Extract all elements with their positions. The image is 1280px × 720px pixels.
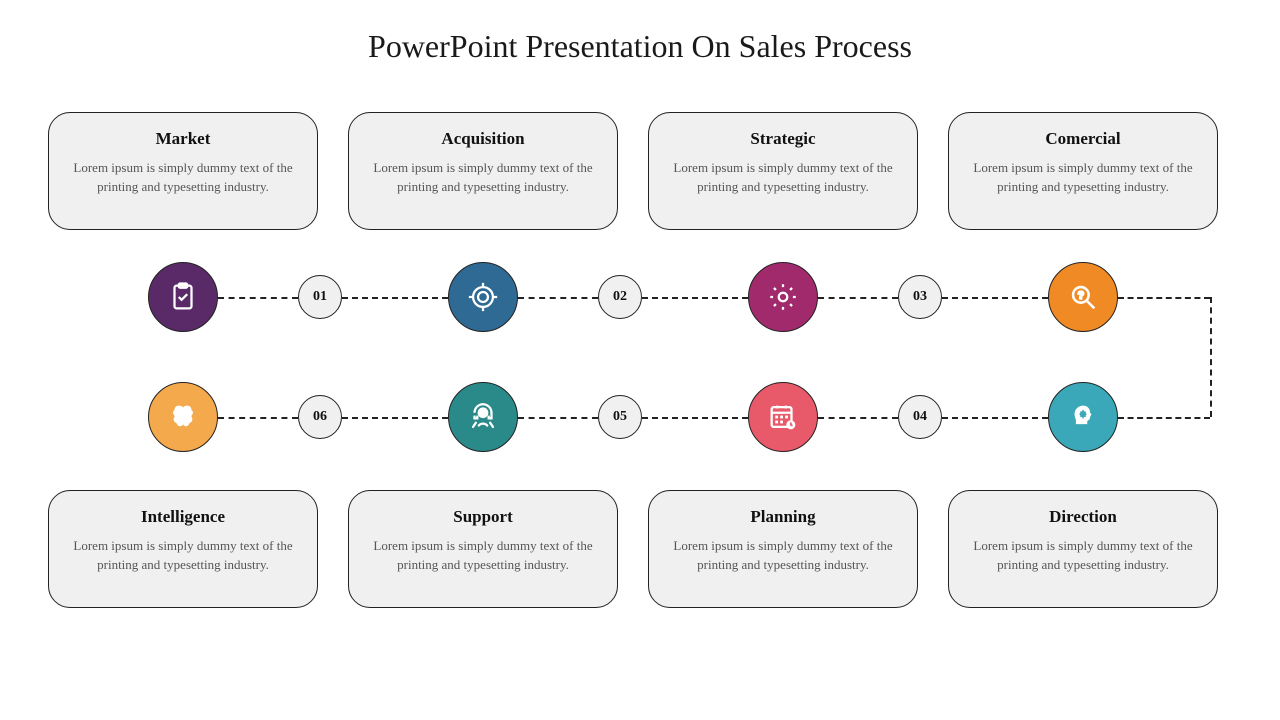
- gear-icon: [748, 262, 818, 332]
- connector: [942, 417, 1048, 419]
- card-title: Direction: [973, 507, 1193, 527]
- card-planning: Planning Lorem ipsum is simply dummy tex…: [648, 490, 918, 608]
- card-comercial: Comercial Lorem ipsum is simply dummy te…: [948, 112, 1218, 230]
- connector: [642, 417, 748, 419]
- clipboard-icon: [148, 262, 218, 332]
- card-desc: Lorem ipsum is simply dummy text of the …: [73, 537, 293, 575]
- card-support: Support Lorem ipsum is simply dummy text…: [348, 490, 618, 608]
- step-number: 02: [598, 275, 642, 319]
- target-icon: [448, 262, 518, 332]
- calendar-icon: [748, 382, 818, 452]
- connector: [1210, 297, 1212, 417]
- connector: [942, 297, 1048, 299]
- connector: [818, 417, 898, 419]
- headgear-icon: [1048, 382, 1118, 452]
- step-number: 04: [898, 395, 942, 439]
- card-title: Acquisition: [373, 129, 593, 149]
- card-market: Market Lorem ipsum is simply dummy text …: [48, 112, 318, 230]
- card-intelligence: Intelligence Lorem ipsum is simply dummy…: [48, 490, 318, 608]
- card-title: Strategic: [673, 129, 893, 149]
- connector: [342, 417, 448, 419]
- card-desc: Lorem ipsum is simply dummy text of the …: [73, 159, 293, 197]
- card-desc: Lorem ipsum is simply dummy text of the …: [673, 159, 893, 197]
- step-number: 01: [298, 275, 342, 319]
- card-title: Market: [73, 129, 293, 149]
- page-title: PowerPoint Presentation On Sales Process: [0, 28, 1280, 65]
- step-number: 06: [298, 395, 342, 439]
- headset-icon: [448, 382, 518, 452]
- connector: [818, 297, 898, 299]
- card-title: Support: [373, 507, 593, 527]
- card-desc: Lorem ipsum is simply dummy text of the …: [673, 537, 893, 575]
- card-acquisition: Acquisition Lorem ipsum is simply dummy …: [348, 112, 618, 230]
- card-title: Comercial: [973, 129, 1193, 149]
- brain-icon: [148, 382, 218, 452]
- connector: [518, 297, 598, 299]
- card-desc: Lorem ipsum is simply dummy text of the …: [973, 537, 1193, 575]
- card-direction: Direction Lorem ipsum is simply dummy te…: [948, 490, 1218, 608]
- connector: [218, 417, 298, 419]
- card-desc: Lorem ipsum is simply dummy text of the …: [373, 537, 593, 575]
- magnifier-icon: ?: [1048, 262, 1118, 332]
- connector: [642, 297, 748, 299]
- connector: [342, 297, 448, 299]
- card-title: Planning: [673, 507, 893, 527]
- step-number: 05: [598, 395, 642, 439]
- card-title: Intelligence: [73, 507, 293, 527]
- card-strategic: Strategic Lorem ipsum is simply dummy te…: [648, 112, 918, 230]
- card-desc: Lorem ipsum is simply dummy text of the …: [373, 159, 593, 197]
- svg-text:?: ?: [1078, 290, 1084, 301]
- connector: [218, 297, 298, 299]
- connector: [518, 417, 598, 419]
- card-desc: Lorem ipsum is simply dummy text of the …: [973, 159, 1193, 197]
- step-number: 03: [898, 275, 942, 319]
- connector: [1118, 297, 1210, 299]
- connector: [1118, 417, 1210, 419]
